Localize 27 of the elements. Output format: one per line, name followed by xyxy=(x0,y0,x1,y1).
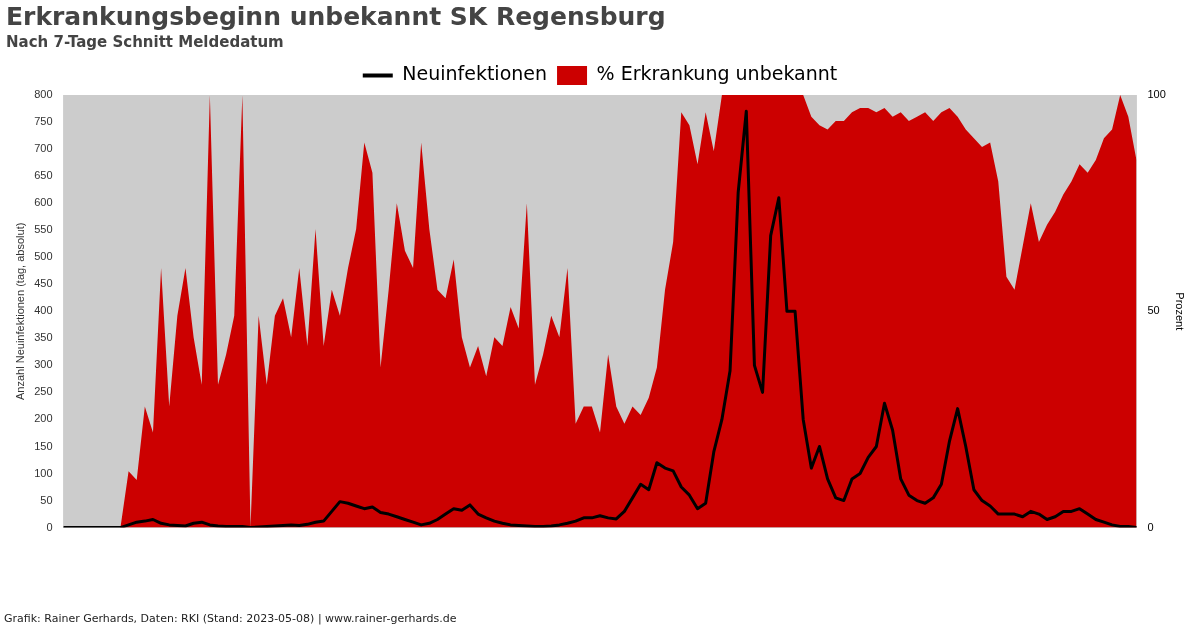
y-tick-label: 750 xyxy=(34,115,53,128)
legend-label: Neuinfektionen xyxy=(402,62,548,85)
y-tick-label: 250 xyxy=(34,385,53,398)
y2-axis-title: Prozent xyxy=(1174,292,1187,331)
y-tick-label: 550 xyxy=(34,223,53,236)
y2-tick-label: 0 xyxy=(1147,520,1154,533)
y-tick-label: 600 xyxy=(34,196,53,209)
y-tick-label: 450 xyxy=(34,277,53,290)
y-tick-label: 50 xyxy=(40,493,53,506)
y-axis-title: Anzahl Neuinfektionen (tag, absolut) xyxy=(13,222,26,400)
y-tick-label: 300 xyxy=(34,358,53,371)
legend-label: % Erkrankung unbekannt xyxy=(596,62,838,85)
chart-title: Erkrankungsbeginn unbekannt SK Regensburg xyxy=(6,2,666,31)
y-tick-label: 150 xyxy=(34,439,53,452)
y-tick-label: 350 xyxy=(34,331,53,344)
y-tick-label: 400 xyxy=(34,304,53,317)
y-tick-label: 0 xyxy=(46,520,53,533)
text: Grafik: Rainer Gerhards, Daten: RKI (Stand: 2023-05-08) | www.rainer-gerhards.de xyxy=(4,612,457,625)
y-tick-label: 800 xyxy=(34,88,53,101)
y-tick-label: 100 xyxy=(34,466,53,479)
chart-subtitle: Nach 7-Tage Schnitt Meldedatum xyxy=(6,33,284,51)
y-tick-label: 200 xyxy=(34,412,53,425)
y-tick-label: 650 xyxy=(34,169,53,182)
y-tick-label: 700 xyxy=(34,142,53,155)
y2-tick-label: 50 xyxy=(1147,304,1160,317)
y2-tick-label: 100 xyxy=(1147,88,1166,101)
y-tick-label: 500 xyxy=(34,250,53,263)
